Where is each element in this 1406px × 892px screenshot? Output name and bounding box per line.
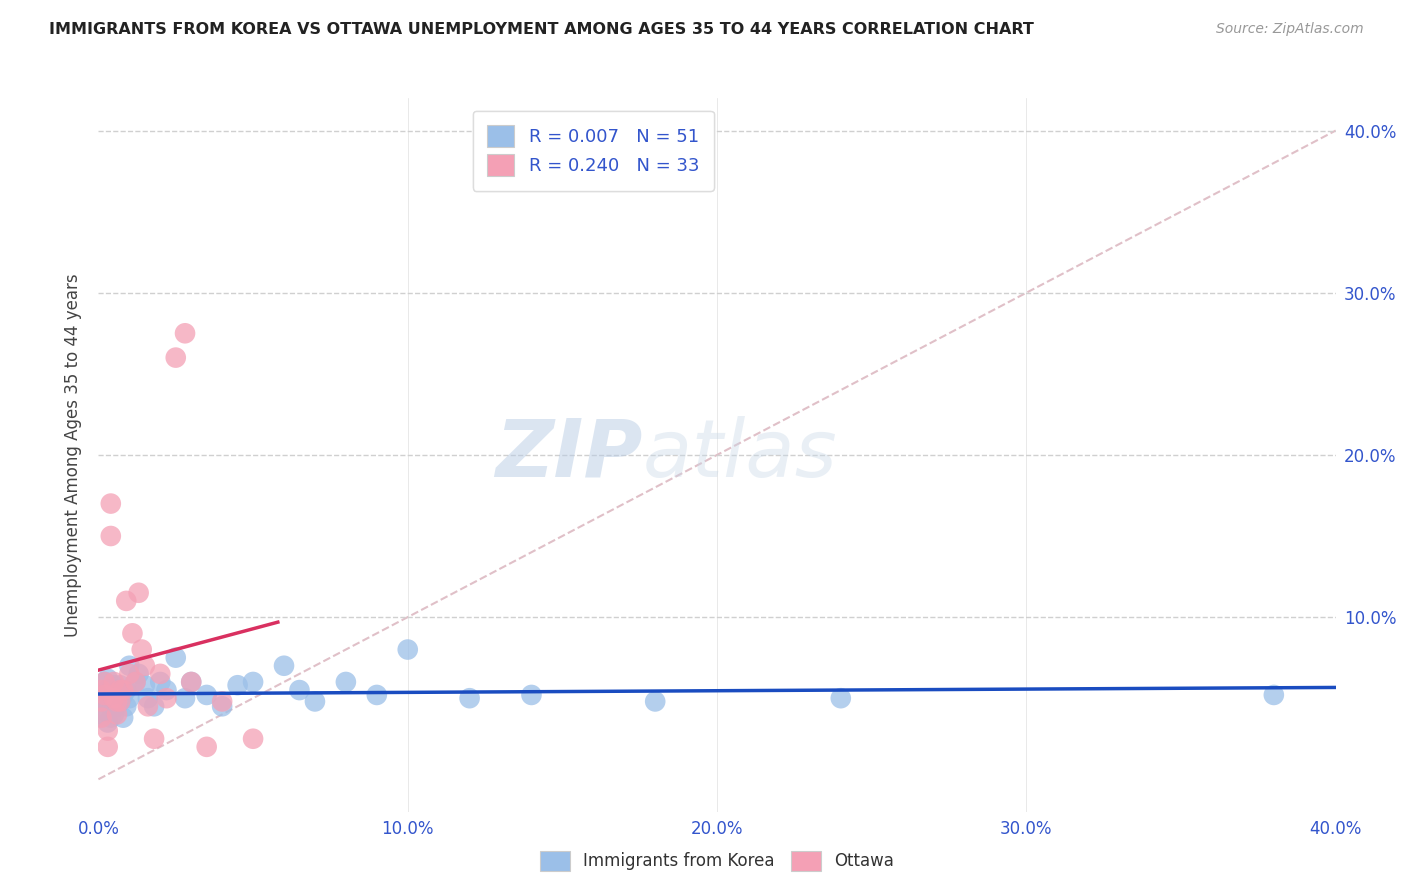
Point (112, 688, 135, 702)
Point (108, 678, 131, 692)
Point (100, 699, 122, 714)
Point (149, 675, 172, 690)
Point (830, 691, 852, 706)
Point (90, 694, 112, 708)
Point (195, 688, 218, 702)
Point (180, 675, 202, 690)
Point (155, 683, 177, 698)
Point (396, 642, 419, 657)
Point (93, 688, 115, 702)
Legend: Immigrants from Korea, Ottawa: Immigrants from Korea, Ottawa (531, 842, 903, 880)
Text: ZIP: ZIP (495, 416, 643, 494)
Point (115, 699, 138, 714)
Point (90, 711, 112, 725)
Point (90, 683, 112, 698)
Point (112, 683, 135, 698)
Point (108, 694, 131, 708)
Point (366, 688, 388, 702)
Point (93, 691, 115, 706)
Point (124, 675, 146, 690)
Point (115, 683, 138, 698)
Point (90, 707, 112, 722)
Text: IMMIGRANTS FROM KOREA VS OTTAWA UNEMPLOYMENT AMONG AGES 35 TO 44 YEARS CORRELATI: IMMIGRANTS FROM KOREA VS OTTAWA UNEMPLOY… (49, 22, 1033, 37)
Point (136, 691, 159, 706)
Point (143, 699, 166, 714)
Point (288, 683, 311, 698)
Point (273, 658, 295, 673)
Point (165, 650, 187, 665)
Point (105, 707, 128, 722)
Point (118, 658, 141, 673)
Point (93, 704, 115, 718)
Point (180, 675, 202, 690)
Point (103, 678, 125, 692)
Point (195, 739, 218, 754)
Point (134, 678, 156, 692)
Point (105, 694, 128, 708)
Point (100, 529, 122, 543)
Point (520, 688, 543, 702)
Point (97, 723, 120, 738)
Point (136, 699, 159, 714)
Point (458, 691, 481, 706)
Point (100, 497, 122, 511)
Point (115, 594, 138, 608)
Point (131, 642, 153, 657)
Point (103, 707, 125, 722)
Point (211, 694, 233, 708)
Point (105, 699, 128, 714)
Point (90, 683, 112, 698)
Legend: R = 0.007   N = 51, R = 0.240   N = 33: R = 0.007 N = 51, R = 0.240 N = 33 (472, 111, 714, 191)
Point (118, 691, 141, 706)
Point (93, 675, 115, 690)
Point (118, 666, 141, 681)
Point (97, 694, 120, 708)
Text: atlas: atlas (643, 416, 838, 494)
Point (93, 675, 115, 690)
Point (103, 694, 125, 708)
Point (149, 666, 172, 681)
Point (121, 626, 143, 640)
Point (97, 739, 120, 754)
Point (304, 694, 326, 708)
Point (128, 666, 150, 681)
Point (97, 672, 120, 686)
Point (242, 675, 264, 690)
Point (134, 658, 156, 673)
Point (155, 691, 177, 706)
Point (97, 715, 120, 730)
Point (103, 675, 125, 690)
Point (105, 683, 128, 698)
Point (108, 683, 131, 698)
Point (174, 326, 197, 341)
Point (100, 688, 122, 702)
Point (103, 691, 125, 706)
Point (211, 699, 233, 714)
Point (108, 694, 131, 708)
Text: Source: ZipAtlas.com: Source: ZipAtlas.com (1216, 22, 1364, 37)
Point (97, 683, 120, 698)
Y-axis label: Unemployment Among Ages 35 to 44 years: Unemployment Among Ages 35 to 44 years (63, 273, 82, 637)
Point (644, 694, 666, 708)
Point (90, 694, 112, 708)
Point (143, 731, 166, 746)
Point (112, 711, 135, 725)
Point (242, 731, 264, 746)
Point (128, 586, 150, 600)
Point (1263, 688, 1285, 702)
Point (165, 351, 187, 365)
Point (100, 711, 122, 725)
Point (226, 678, 249, 692)
Point (335, 675, 357, 690)
Point (174, 691, 197, 706)
Point (124, 675, 146, 690)
